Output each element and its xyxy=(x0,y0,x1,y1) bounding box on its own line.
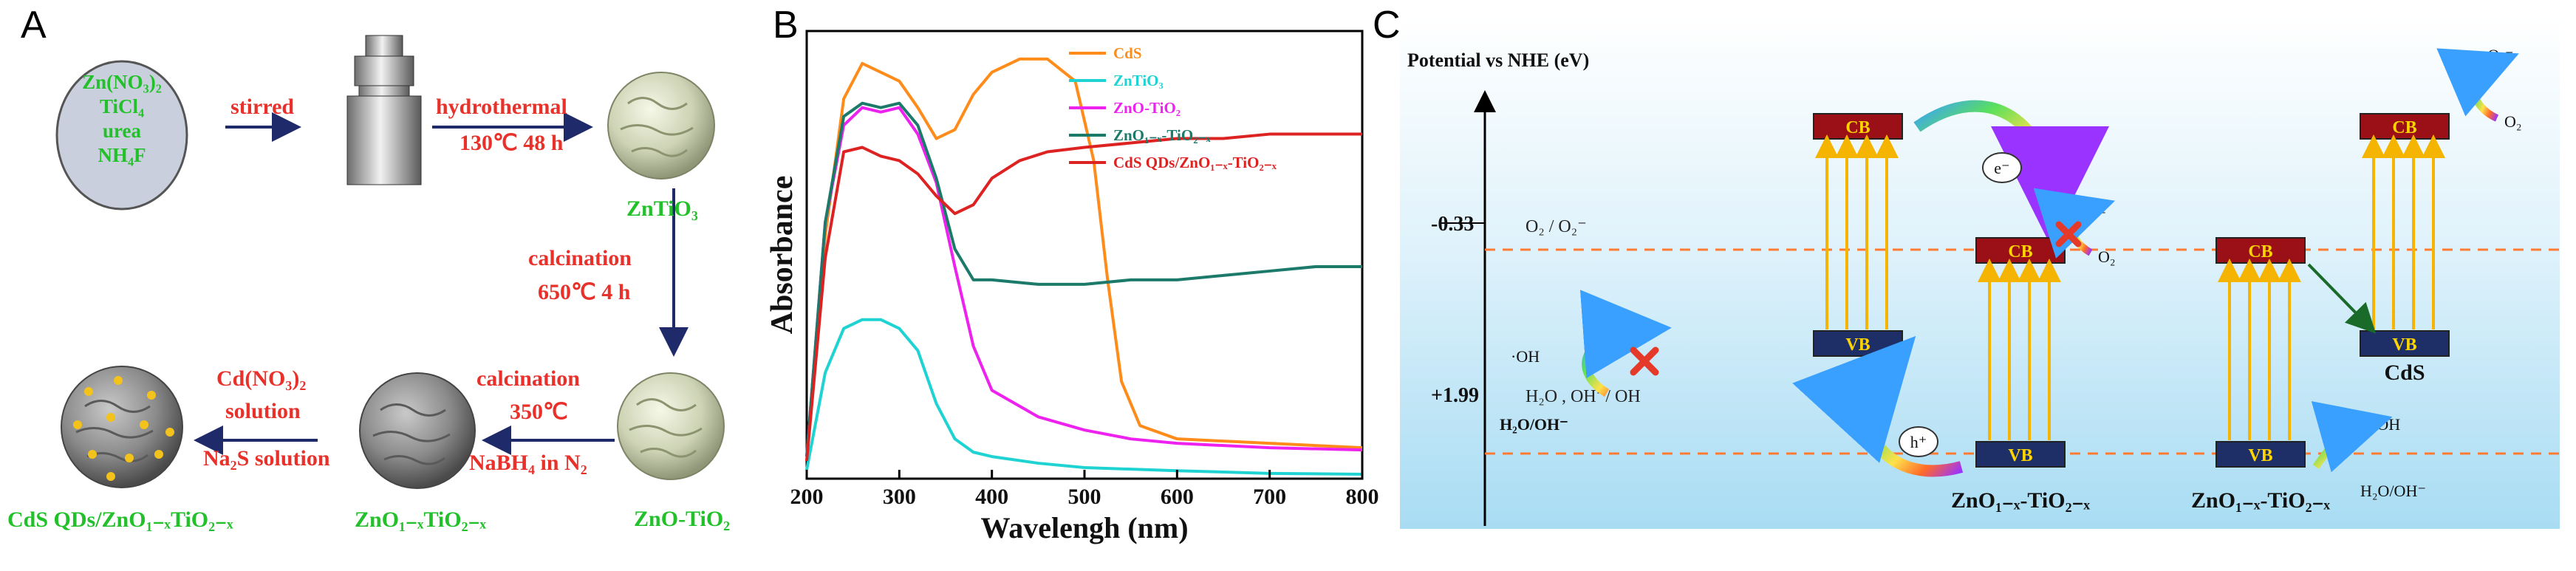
panel-b-letter: B xyxy=(773,4,799,47)
series-line-3 xyxy=(805,101,1362,457)
right-o2-arrow xyxy=(2436,48,2519,122)
zno-vb-label: VB xyxy=(2008,446,2032,465)
right-cds-vb-label: VB xyxy=(2392,335,2416,355)
zntio3-sphere xyxy=(607,72,715,179)
mid-o2-radical: ·O₂⁻ xyxy=(2083,195,2115,213)
mid-o2: O₂ xyxy=(2098,247,2116,266)
legend-label-4: CdS QDs/ZnO₁₋ₓ-TiO₂₋ₓ xyxy=(1113,154,1277,171)
label-hydrothermal: hydrothermal xyxy=(436,95,567,119)
label-calcination-2-cond: 350℃ xyxy=(510,400,568,424)
level-oh-label: H₂O , OH⁻/ OH xyxy=(1526,387,1641,406)
label-na2s: Na₂S solution xyxy=(203,446,330,471)
panel-a-letter: A xyxy=(21,4,47,47)
right-o2-radical: ·O₂⁻ xyxy=(2482,46,2514,64)
hole-badge xyxy=(1899,426,1938,457)
band-diagram: Potential vs NHE (eV) -0.33 O₂ / O₂⁻ +1.… xyxy=(1400,16,2560,529)
cds-qds-sphere xyxy=(61,366,183,488)
zno-label-right: ZnO₁₋ₓ-TiO₂₋ₓ xyxy=(2191,488,2330,513)
legend-label-3: ZnO₁₋ₓ-TiO₂₋ₓ xyxy=(1113,126,1212,144)
cds-cb-label: CB xyxy=(1845,118,1870,137)
right-cds-cb-label: CB xyxy=(2392,118,2416,137)
x-tick-label-1: 300 xyxy=(883,485,916,509)
legend-label-0: CdS xyxy=(1113,44,1142,62)
right-zno-vb-bar xyxy=(2215,441,2306,468)
zno1x-tio2x-sphere xyxy=(359,372,476,489)
x-tick-label-4: 600 xyxy=(1161,485,1194,509)
panel-c-letter: C xyxy=(1373,4,1401,47)
precursor-ti: TiCl₄ xyxy=(99,95,145,117)
cds-label-right: CdS xyxy=(2384,360,2425,385)
level-plus-1-99: +1.99 xyxy=(1431,384,1479,407)
x-tick-label-6: 800 xyxy=(1346,485,1379,509)
legend-label-2: ZnO-TiO₂ xyxy=(1113,99,1181,117)
cds-excitation-arrows xyxy=(1815,134,1899,329)
right-h2o-oh: H₂O/OH⁻ xyxy=(2360,482,2426,500)
right-cds-vb-bar xyxy=(2360,330,2450,357)
right-oh-radical: ·OH xyxy=(2371,415,2400,434)
zno-tio2-sphere xyxy=(617,372,725,480)
series-line-4 xyxy=(805,132,1362,462)
label-calcination-1: calcination xyxy=(528,246,632,270)
precursor-list: Zn(NO₃)₂ TiCl₄ urea NH₄F xyxy=(70,70,174,168)
label-calcination-1-cond: 650℃ 4 h xyxy=(538,280,631,304)
right-oh-arrow xyxy=(2311,401,2393,473)
label-cd-nitrate: Cd(NO₃)₂ xyxy=(216,366,307,391)
label-nabh4: NaBH₄ in N₂ xyxy=(469,451,587,475)
zno-label-mid: ZnO₁₋ₓ-TiO₂₋ₓ xyxy=(1951,488,2090,513)
zno-vb-bar xyxy=(1975,441,2066,468)
right-zno-excitation-arrows xyxy=(2218,259,2301,440)
zno-cb-label: CB xyxy=(2008,242,2032,261)
precursor-nh4f: NH₄F xyxy=(98,144,146,166)
x-tick-label-3: 500 xyxy=(1068,485,1101,509)
electron-label: e⁻ xyxy=(1994,159,2009,177)
x-tick-label-0: 200 xyxy=(790,485,824,509)
cds-vb-label: VB xyxy=(1845,335,1870,355)
level-minus-0-33: -0.33 xyxy=(1431,213,1474,236)
level-o2-label: O₂ / O₂⁻ xyxy=(1526,217,1587,236)
series-line-0 xyxy=(805,57,1363,462)
cds-h2o-oh: H₂O/OH⁻ xyxy=(1500,415,1568,434)
label-solution: solution xyxy=(225,399,301,423)
plot-frame xyxy=(805,30,1364,480)
right-o2: O₂ xyxy=(2504,112,2522,131)
electron-transfer-arrow xyxy=(1913,100,2109,245)
series-line-1 xyxy=(805,318,1363,476)
right-cds-excitation-arrows xyxy=(2362,134,2445,329)
hole-label: h⁺ xyxy=(1910,433,1927,451)
label-zno-tio2-product: ZnO-TiO₂ xyxy=(634,507,731,531)
cds-oh-radical: ·OH xyxy=(1511,347,1540,366)
uv-vis-chart: 200 300 400 500 600 700 800 CdS ZnTiO₃ ZnO-TiO₂ Z… xyxy=(768,30,1379,544)
autoclave-icon xyxy=(346,35,422,185)
panel-a-scheme xyxy=(55,35,725,489)
axis-title: Potential vs NHE (eV) xyxy=(1407,49,1589,71)
right-zno-cb-label: CB xyxy=(2248,242,2272,261)
precursor-zn: Zn(NO₃)₂ xyxy=(82,71,162,93)
electron-badge xyxy=(1982,152,2022,183)
label-zno1x-product: ZnO₁₋ₓTiO₂₋ₓ xyxy=(355,507,486,532)
precursor-solution xyxy=(55,60,188,211)
cds-blocked-icon xyxy=(1630,346,1659,376)
x-axis-label: Wavelengh (nm) xyxy=(980,511,1188,544)
label-calcination-2: calcination xyxy=(476,366,580,391)
hole-transfer-arrow xyxy=(1792,335,1964,477)
x-tick-label-2: 400 xyxy=(975,485,1008,509)
label-zntio3: ZnTiO₃ xyxy=(626,196,698,221)
mid-blocked-icon xyxy=(2055,221,2082,247)
legend-label-1: ZnTiO₃ xyxy=(1113,72,1164,89)
label-stirred: stirred xyxy=(230,95,295,119)
label-hydrothermal-cond: 130℃ 48 h xyxy=(459,131,564,155)
z-scheme-arrow xyxy=(2307,263,2377,334)
x-tick-label-5: 700 xyxy=(1253,485,1286,509)
cds-oh-arrow xyxy=(1579,290,1672,397)
zno-excitation-arrows xyxy=(1978,259,2061,440)
precursor-urea: urea xyxy=(103,120,141,142)
label-cds-qds-product: CdS QDs/ZnO₁₋ₓTiO₂₋ₓ xyxy=(7,507,233,532)
right-zno-vb-label: VB xyxy=(2248,446,2272,465)
series-line-2 xyxy=(805,106,1363,457)
y-axis-label: Absorbance xyxy=(768,176,799,335)
